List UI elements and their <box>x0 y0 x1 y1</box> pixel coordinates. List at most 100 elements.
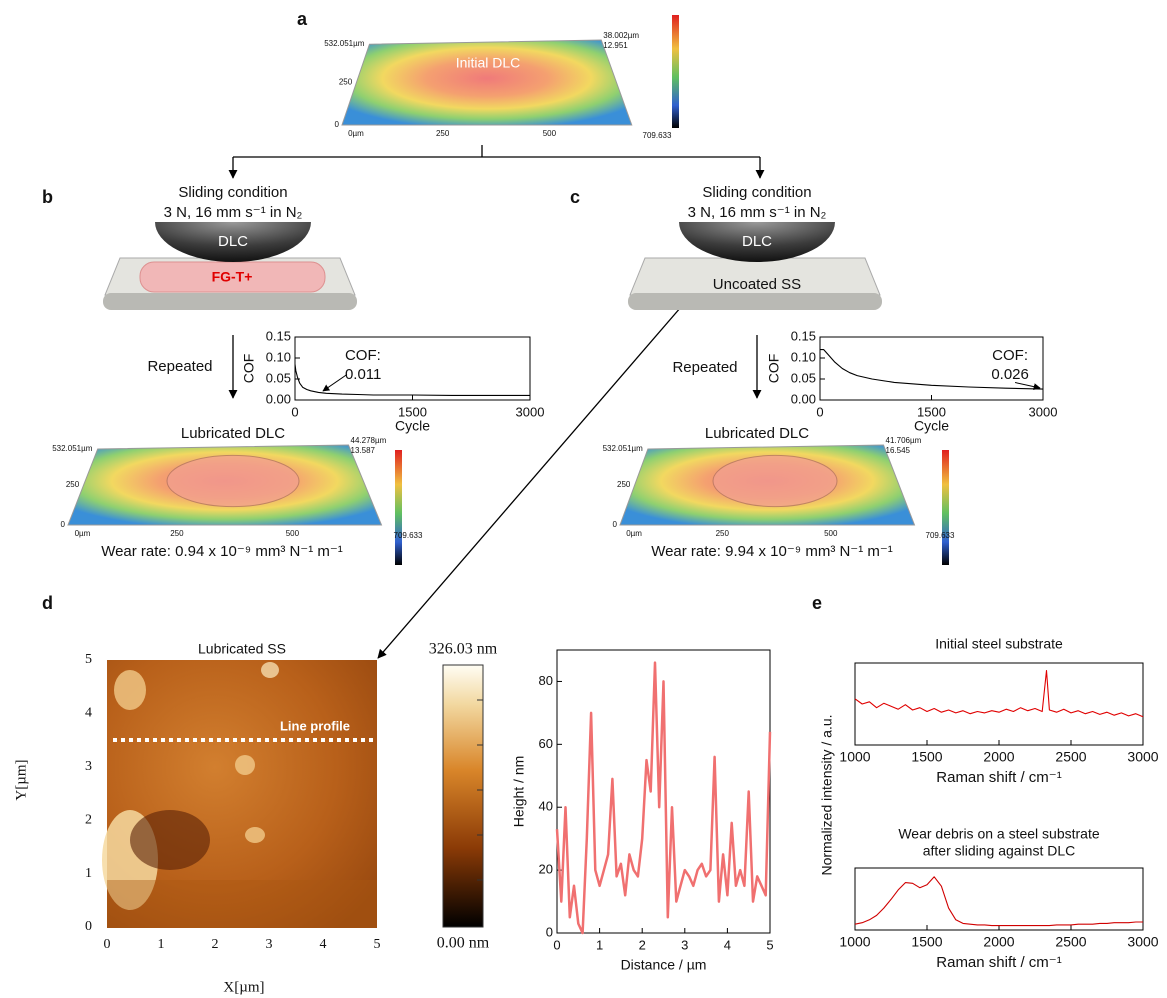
x-tick-label: 4 <box>724 937 731 952</box>
condition-title: Sliding condition <box>702 184 811 201</box>
x-tick-label: 1500 <box>917 404 946 419</box>
surface-axis-label: 709.633 <box>643 131 672 140</box>
x-tick-label: 3000 <box>1127 749 1158 765</box>
lubricant-label: FG-T+ <box>212 269 253 285</box>
surface-axis-label: 500 <box>824 529 838 538</box>
condition-title: Sliding condition <box>178 184 287 201</box>
y-tick-label: 0.10 <box>266 349 291 364</box>
x-tick-label: 2000 <box>983 934 1014 950</box>
x-tick-label: 1500 <box>911 749 942 765</box>
image-title: Lubricated DLC <box>705 425 809 442</box>
colorbar <box>942 450 949 565</box>
chart-title: Initial steel substrate <box>935 636 1063 652</box>
y-tick-label: 0.00 <box>266 391 291 406</box>
surface-axis-label: 41.706µm <box>886 436 922 445</box>
surface-axis-label: 13.587 <box>351 446 376 455</box>
x-tick-label: 0 <box>291 404 298 419</box>
surface-axis-label: 250 <box>339 78 353 87</box>
panel-letter: d <box>42 593 53 613</box>
surface-axis-label: 0µm <box>626 529 642 538</box>
y-tick-label: 0.05 <box>266 370 291 385</box>
colorbar <box>672 15 679 128</box>
surface-axis-label: 250 <box>617 480 631 489</box>
surface-axis-label: 500 <box>286 529 300 538</box>
afm-image <box>102 660 377 928</box>
surface-axis-label: 0µm <box>75 529 91 538</box>
line-profile-label: Line profile <box>280 718 350 733</box>
y-tick-label: 0.15 <box>791 328 816 343</box>
y-tick-label: 3 <box>85 759 92 774</box>
x-tick-label: 3000 <box>516 404 545 419</box>
y-tick-label: 60 <box>539 736 553 751</box>
substrate <box>628 257 882 310</box>
surface-axis-label: 250 <box>170 529 184 538</box>
step-label: Repeated <box>672 359 737 376</box>
colorbar-ticks <box>477 699 483 881</box>
x-tick-label: 2500 <box>1055 934 1086 950</box>
y-axis-label: Y[µm] <box>13 759 29 800</box>
annotation: 0.026 <box>991 366 1029 383</box>
y-tick-label: 2 <box>85 812 92 827</box>
surface-axis-label: 12.951 <box>603 41 628 50</box>
plot-frame <box>294 336 531 401</box>
ball-label: DLC <box>218 233 248 250</box>
substrate-label: Uncoated SS <box>713 276 801 293</box>
x-tick-label: 1500 <box>911 934 942 950</box>
x-tick-label: 1 <box>158 937 165 952</box>
y-tick-label: 0.15 <box>266 328 291 343</box>
x-tick-label: 1000 <box>839 749 870 765</box>
y-tick-label: 5 <box>85 652 92 667</box>
y-tick-label: 0.00 <box>791 391 816 406</box>
data-line <box>854 669 1144 718</box>
surface-axis-label: 500 <box>543 129 557 138</box>
colorbar-max: 326.03 nm <box>429 641 498 658</box>
y-axis-label: COF <box>766 354 782 384</box>
colorbar-min: 0.00 nm <box>437 935 490 952</box>
data-line <box>854 876 1143 927</box>
wear-rate: Wear rate: 0.94 x 10⁻⁹ mm³ N⁻¹ m⁻¹ <box>101 543 343 560</box>
y-tick-label: 4 <box>85 706 92 721</box>
panel-letter: e <box>812 593 822 613</box>
surface-axis-label: 532.051µm <box>603 444 644 453</box>
x-tick-label: 2500 <box>1055 749 1086 765</box>
x-axis-label: Cycle <box>395 418 430 434</box>
data-line <box>294 364 530 396</box>
plot-frame <box>854 662 1144 746</box>
y-tick-label: 20 <box>539 862 553 877</box>
x-axis-label: Distance / µm <box>621 957 707 973</box>
annotation: COF: <box>345 347 381 364</box>
x-tick-label: 3 <box>681 937 688 952</box>
x-tick-label: 3 <box>266 937 273 952</box>
surface-axis-label: 250 <box>436 129 450 138</box>
x-tick-label: 4 <box>320 937 327 952</box>
surface-axis-label: 250 <box>66 480 80 489</box>
y-axis-label: Normalized intensity / a.u. <box>819 714 835 875</box>
annotation: 0.011 <box>345 366 381 383</box>
surface-axis-label: 0 <box>335 120 340 129</box>
y-tick-label: 0.05 <box>791 370 816 385</box>
y-tick-label: 80 <box>539 673 553 688</box>
x-tick-label: 1000 <box>839 934 870 950</box>
data-line <box>555 661 772 935</box>
x-tick-label: 1500 <box>398 404 427 419</box>
surface-axis-label: 532.051µm <box>52 444 93 453</box>
condition: 3 N, 16 mm s⁻¹ in N₂ <box>164 204 303 221</box>
x-tick-label: 5 <box>374 937 381 952</box>
chart-subtitle: after sliding against DLC <box>923 843 1076 859</box>
x-tick-label: 0 <box>553 937 560 952</box>
surface-axis-label: 250 <box>716 529 730 538</box>
flow-arrows <box>228 145 765 659</box>
surface-axis-label: 0µm <box>348 129 364 138</box>
y-tick-label: 1 <box>85 866 92 881</box>
wear-scar <box>166 454 300 508</box>
x-tick-label: 3000 <box>1127 934 1158 950</box>
colorbar <box>442 664 484 928</box>
image-caption: Initial DLC <box>456 55 521 71</box>
surface-axis-label: 44.278µm <box>351 436 387 445</box>
surface-axis-label: 709.633 <box>926 531 955 540</box>
y-axis-label: COF <box>241 354 257 384</box>
x-tick-label: 1 <box>596 937 603 952</box>
condition: 3 N, 16 mm s⁻¹ in N₂ <box>688 204 827 221</box>
panel-letter: c <box>570 187 580 207</box>
